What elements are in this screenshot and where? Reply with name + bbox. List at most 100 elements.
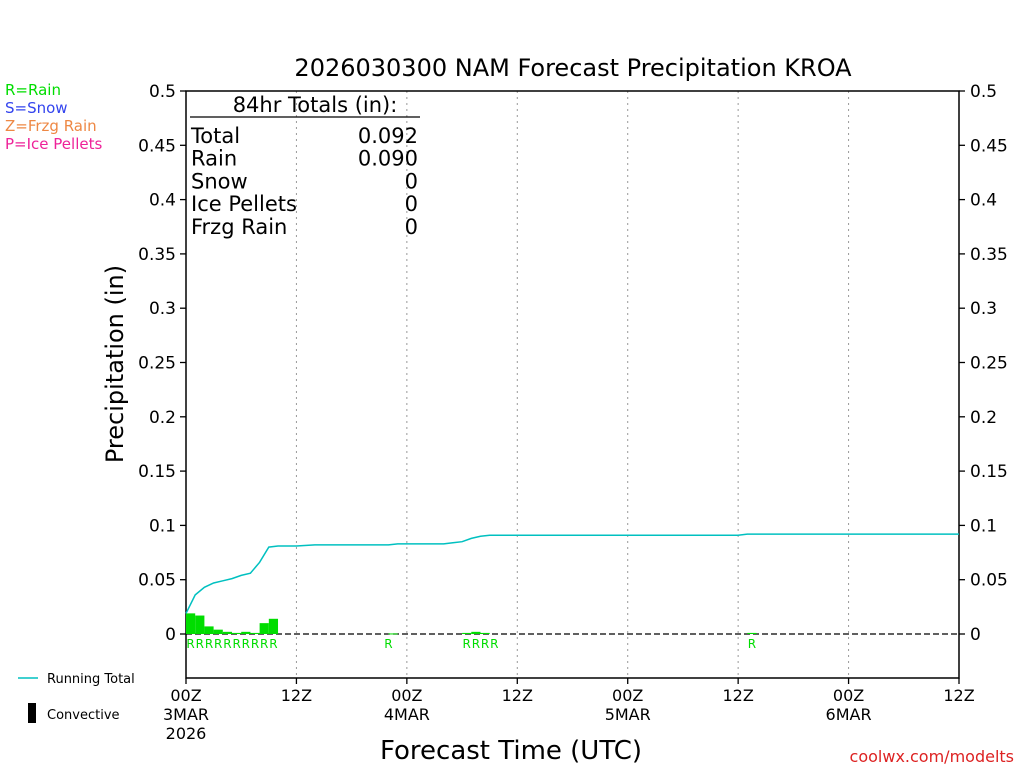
y-tick-label-left: 0.05 xyxy=(138,571,176,591)
chart-title: 2026030300 NAM Forecast Precipitation KR… xyxy=(294,54,852,82)
y-tick-label-left: 0.5 xyxy=(149,82,176,102)
x-tick-label: 12Z xyxy=(943,686,974,705)
y-tick-label-right: 0.3 xyxy=(970,299,997,319)
x-tick-label: 00Z xyxy=(170,686,201,705)
y-tick-label-right: 0.15 xyxy=(970,462,1008,482)
rain-marker: R xyxy=(748,637,756,651)
y-tick-label-right: 0.4 xyxy=(970,191,997,211)
y-tick-label-left: 0.35 xyxy=(138,245,176,265)
rain-marker: R xyxy=(463,637,471,651)
x-tick-label: 3MAR xyxy=(163,705,209,724)
x-tick-label: 4MAR xyxy=(384,705,430,724)
x-tick-label: 12Z xyxy=(281,686,312,705)
precip-bar xyxy=(204,626,214,634)
precip-bar xyxy=(747,632,757,634)
rain-marker: R xyxy=(481,637,489,651)
legend-rain: R=Rain xyxy=(5,81,61,99)
rain-marker: R xyxy=(223,637,231,651)
precip-bar xyxy=(480,632,490,634)
rain-marker: R xyxy=(490,637,498,651)
legend-snow: S=Snow xyxy=(5,99,68,117)
y-tick-label-left: 0.45 xyxy=(138,136,176,156)
y-tick-label-right: 0.2 xyxy=(970,408,997,428)
running-total-line xyxy=(185,533,959,614)
y-tick-label-right: 0.25 xyxy=(970,354,1008,374)
precip-bar xyxy=(222,631,233,634)
x-tick-label: 6MAR xyxy=(826,705,872,724)
plot-frame xyxy=(185,90,960,679)
vertical-grid xyxy=(295,91,850,678)
precip-bar xyxy=(232,632,242,634)
x-tick-label: 00Z xyxy=(391,686,422,705)
precip-bar xyxy=(471,631,481,634)
x-tick-label: 00Z xyxy=(833,686,864,705)
y-tick-label-right: 0.35 xyxy=(970,245,1008,265)
x-tick-label: 12Z xyxy=(722,686,753,705)
x-tick-label: 12Z xyxy=(502,686,533,705)
rain-marker: R xyxy=(242,637,250,651)
rain-marker: R xyxy=(205,637,213,651)
rain-marker: R xyxy=(251,637,259,651)
y-tick-label-left: 0 xyxy=(165,625,176,645)
y-axis-ticks: 0 00.05 0.050.1 0.10.15 0.150.2 0.20.25 0.250.… xyxy=(138,82,1008,645)
precip-bar xyxy=(462,632,472,634)
legend-frzg-rain: Z=Frzg Rain xyxy=(5,117,97,135)
totals-label: Ice Pellets xyxy=(191,192,297,216)
y-tick-label-left: 0.1 xyxy=(149,516,176,536)
rain-marker: R xyxy=(196,637,204,651)
precip-bar xyxy=(259,623,269,634)
totals-label: Rain xyxy=(191,147,237,171)
totals-label: Snow xyxy=(191,169,248,193)
y-tick-label-left: 0.2 xyxy=(149,408,176,428)
y-tick-label-right: 0.05 xyxy=(970,571,1008,591)
y-tick-label-left: 0.25 xyxy=(138,354,176,374)
totals-rows: Total 0.092 Rain 0.090 Snow 0 Ice Pellets 0 Frzg… xyxy=(190,124,418,239)
rain-marker: R xyxy=(186,637,194,651)
running-total-legend-label: Running Total xyxy=(47,672,135,687)
x-tick-label: 5MAR xyxy=(605,705,651,724)
credit-text: coolwx.com/modelts xyxy=(850,747,1014,766)
precip-bar xyxy=(213,629,223,634)
y-tick-label-right: 0.45 xyxy=(970,136,1008,156)
y-tick-label-right: 0.1 xyxy=(970,516,997,536)
convective-legend-label: Convective xyxy=(47,708,120,723)
x-tick-label: 2026 xyxy=(166,724,207,743)
bottom-legend: Running Total Convective xyxy=(18,672,135,723)
precip-type-legend: R=Rain S=Snow Z=Frzg Rain P=Ice Pellets xyxy=(5,81,102,153)
totals-label: Frzg Rain xyxy=(191,215,287,239)
y-tick-label-left: 0.4 xyxy=(149,191,176,211)
y-tick-label-right: 0 xyxy=(970,625,981,645)
rain-marker: R xyxy=(269,637,277,651)
legend-ice-pellets: P=Ice Pellets xyxy=(5,135,103,153)
precip-bar xyxy=(186,613,196,634)
y-tick-label-right: 0.5 xyxy=(970,82,997,102)
totals-heading: 84hr Totals (in): xyxy=(233,93,398,117)
precip-bar xyxy=(250,632,260,634)
precip-bar xyxy=(388,633,398,635)
y-axis-label: Precipitation (in) xyxy=(101,265,129,463)
y-tick-label-left: 0.3 xyxy=(149,299,176,319)
rain-marker: R xyxy=(384,637,392,651)
totals-value: 0 xyxy=(405,215,418,239)
rain-marker: R xyxy=(214,637,222,651)
totals-value: 0 xyxy=(405,169,418,193)
precip-bar xyxy=(195,615,205,634)
rain-marker: R xyxy=(260,637,268,651)
y-tick-label-left: 0.15 xyxy=(138,462,176,482)
precip-bar xyxy=(268,618,279,634)
rain-marker: R xyxy=(472,637,480,651)
totals-label: Total xyxy=(190,124,240,148)
precip-bar xyxy=(241,631,251,634)
rain-marker: R xyxy=(232,637,240,651)
totals-value: 0.092 xyxy=(358,124,418,148)
x-tick-label: 00Z xyxy=(612,686,643,705)
totals-value: 0 xyxy=(405,192,418,216)
hourly-bars xyxy=(186,613,757,635)
convective-legend-swatch xyxy=(28,703,36,723)
x-axis-label: Forecast Time (UTC) xyxy=(380,736,642,766)
totals-value: 0.090 xyxy=(358,147,418,171)
totals-box: 84hr Totals (in): Total 0.092 Rain 0.090 Sno… xyxy=(190,93,420,239)
